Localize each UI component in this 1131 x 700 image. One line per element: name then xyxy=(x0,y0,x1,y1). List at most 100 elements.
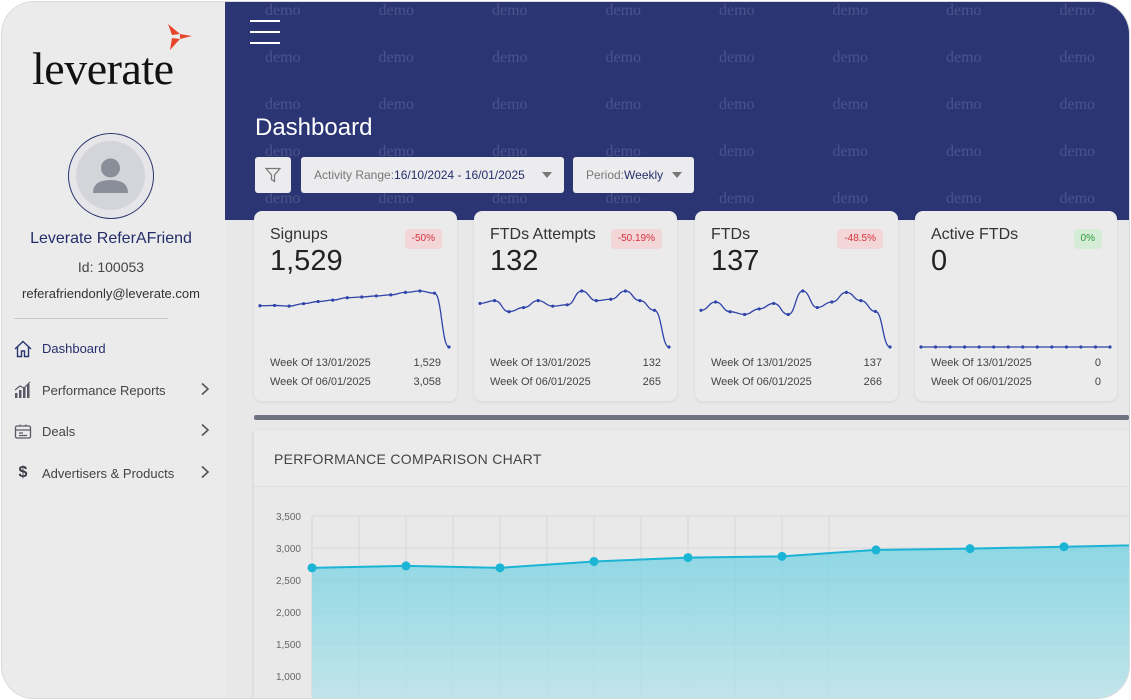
chevron-right-icon xyxy=(201,465,210,478)
sidebar-item-deals[interactable]: Deals xyxy=(2,411,225,453)
sidebar-item-label: Deals xyxy=(42,424,76,440)
sparkline-point xyxy=(977,345,981,349)
sparkline-point xyxy=(258,304,262,308)
card-value: 1,529 xyxy=(270,245,343,277)
watermark-text: demo xyxy=(492,49,528,66)
sparkline-point xyxy=(933,345,938,349)
week-value: 0 xyxy=(1094,357,1101,369)
sparkline-point xyxy=(374,294,378,298)
activity-range-value: 16/10/2024 - 16/01/2025 xyxy=(394,168,525,182)
watermark-text: demo xyxy=(378,2,415,19)
chevron-right-icon xyxy=(201,382,210,395)
watermark-text: demo xyxy=(946,96,982,113)
panel-title: PERFORMANCE COMPARISON CHART xyxy=(274,451,542,467)
watermark-text: demo xyxy=(265,49,301,66)
card-title: FTDs Attempts xyxy=(490,226,596,243)
week-label: Week Of 13/01/2025 xyxy=(711,357,812,369)
watermark-text: demo xyxy=(378,49,415,66)
sparkline-point xyxy=(1064,345,1068,349)
watermark-text: demo xyxy=(719,143,755,160)
sparkline-point xyxy=(638,299,642,303)
watermark-text: demo xyxy=(265,2,301,19)
sparkline-point xyxy=(919,345,923,349)
caret-down-icon xyxy=(672,172,682,178)
sparkline-point xyxy=(432,291,437,295)
week-row: Week Of 13/01/2025 137 xyxy=(711,357,882,369)
kpi-card-signups[interactable]: Signups 1,529 -50% Week Of 13/01/2025 1,5… xyxy=(254,211,457,401)
watermark-text: demo xyxy=(832,143,869,160)
sidebar-item-advertisers-products[interactable]: $ Advertisers & Products xyxy=(2,453,225,495)
sparkline-point xyxy=(815,305,819,310)
sparkline-point xyxy=(360,295,364,299)
watermark-text: demo xyxy=(1059,190,1096,207)
sparkline xyxy=(478,289,671,349)
user-id: Id: 100053 xyxy=(77,259,145,275)
panel-header: PERFORMANCE COMPARISON CHART xyxy=(254,430,1129,487)
kpi-card-ftds-attempts[interactable]: FTDs Attempts 132 -50.19% Week Of 13/01/… xyxy=(474,211,677,401)
sparkline-point xyxy=(551,304,555,308)
brand-logo[interactable]: leverate xyxy=(32,43,174,94)
sparkline-point xyxy=(507,310,511,314)
sparkline-point xyxy=(565,303,569,307)
watermark-text: demo xyxy=(832,96,869,113)
week-row: Week Of 06/01/2025 0 xyxy=(931,376,1101,388)
y-tick-label: 1,500 xyxy=(276,640,301,651)
week-value: 1,529 xyxy=(413,357,441,369)
watermark-text: demo xyxy=(605,49,642,66)
watermark-text: demo xyxy=(492,190,528,207)
watermark-text: demo xyxy=(832,2,869,19)
data-point xyxy=(965,544,975,554)
sparkline-point xyxy=(667,345,671,349)
sparkline-point xyxy=(713,300,718,304)
watermark-text: demo xyxy=(1059,143,1096,160)
sparkline-point xyxy=(1108,345,1112,349)
watermark-text: demo xyxy=(1059,96,1096,113)
watermark-text: demo xyxy=(605,143,642,160)
filter-icon xyxy=(264,167,282,183)
sidebar-item-dashboard[interactable]: Dashboard xyxy=(2,328,225,370)
menu-icon[interactable] xyxy=(250,20,280,48)
watermark-text: demo xyxy=(946,143,982,160)
sparkline-point xyxy=(522,305,526,310)
filter-button[interactable] xyxy=(255,157,291,193)
sparkline-point xyxy=(786,312,790,317)
watermark-text: demo xyxy=(946,49,982,66)
avatar[interactable] xyxy=(68,133,154,219)
watermark-text: demo xyxy=(719,190,755,207)
card-value: 137 xyxy=(711,245,760,277)
sidebar-item-performance-reports[interactable]: Performance Reports xyxy=(2,370,225,412)
data-point xyxy=(871,545,881,555)
section-divider xyxy=(254,415,1129,420)
activity-range-select[interactable]: Activity Range: 16/10/2024 - 16/01/2025 xyxy=(301,157,564,193)
data-point xyxy=(1059,542,1069,552)
dashboard-header: demo demo demo demo demo demo demo demo demo demo… xyxy=(225,2,1129,220)
y-tick-label: 2,000 xyxy=(276,608,301,619)
kpi-card-active-ftds[interactable]: Active FTDs 0 0% Week Of 13/01/2025 0 Wee… xyxy=(915,211,1117,401)
sparkline-point xyxy=(772,301,776,306)
period-select[interactable]: Period: Weekly xyxy=(573,157,694,193)
bar-chart-icon xyxy=(12,379,34,401)
sparkline xyxy=(699,289,892,349)
sidebar-divider xyxy=(14,318,168,319)
kpi-card-ftds[interactable]: FTDs 137 -48.5% Week Of 13/01/2025 137 We… xyxy=(695,211,898,401)
sparkline xyxy=(919,345,1112,349)
performance-comparison-panel: PERFORMANCE COMPARISON CHART 3,500 3,000 2… xyxy=(254,430,1129,698)
sparkline-point xyxy=(316,299,320,304)
sparkline-point xyxy=(594,299,598,303)
week-label: Week Of 06/01/2025 xyxy=(490,376,591,388)
sparkline-point xyxy=(447,345,451,349)
caret-down-icon xyxy=(542,172,552,178)
watermark-text: demo xyxy=(832,190,869,207)
page-title: Dashboard xyxy=(255,114,373,141)
week-value: 3,058 xyxy=(413,376,441,388)
sparkline-point xyxy=(1050,345,1054,349)
sparkline-point xyxy=(830,300,834,304)
week-row: Week Of 06/01/2025 3,058 xyxy=(270,376,441,388)
week-label: Week Of 13/01/2025 xyxy=(490,357,591,369)
sparkline-point xyxy=(272,303,277,308)
period-value: Weekly xyxy=(624,168,664,182)
y-tick-label: 2,500 xyxy=(276,576,301,587)
sparkline-point xyxy=(992,345,996,349)
watermark-text: demo xyxy=(605,96,642,113)
